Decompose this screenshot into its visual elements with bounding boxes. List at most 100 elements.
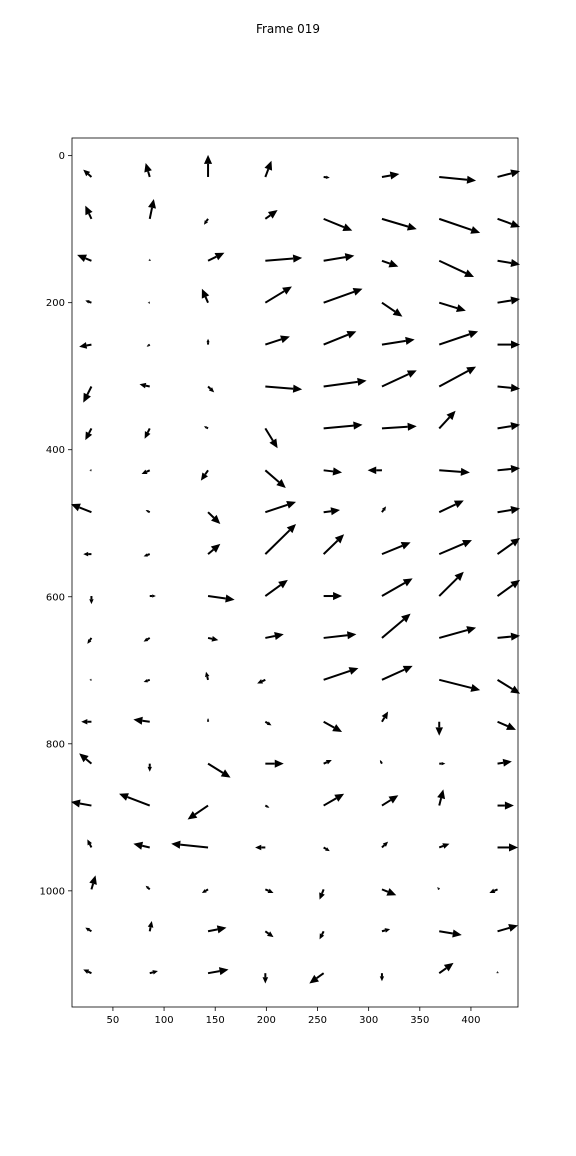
arrow-head <box>385 928 391 932</box>
arrow-shaft <box>265 636 275 638</box>
arrow-shaft <box>90 844 92 847</box>
arrow <box>382 172 399 180</box>
arrow-head <box>275 760 284 768</box>
arrow-shaft <box>439 219 471 230</box>
arrow <box>498 219 521 228</box>
y-tick-label: 0 <box>59 151 65 162</box>
arrow <box>265 760 283 768</box>
arrow-shaft <box>148 888 150 889</box>
arrow <box>382 219 417 231</box>
arrow <box>202 889 208 893</box>
arrow-head <box>353 422 362 430</box>
arrow-head <box>133 842 143 850</box>
arrow <box>439 330 478 344</box>
arrow-shaft <box>324 847 326 848</box>
arrow-head <box>509 843 518 851</box>
arrow <box>382 337 415 345</box>
arrow-shaft <box>324 671 350 680</box>
arrow-shaft <box>498 261 512 263</box>
arrow <box>324 331 357 345</box>
arrow <box>208 764 231 778</box>
arrow <box>208 636 218 642</box>
arrow-shaft <box>324 257 346 261</box>
arrow <box>382 888 396 895</box>
arrow-shaft <box>265 428 273 440</box>
arrow <box>324 378 367 387</box>
arrow <box>439 411 455 429</box>
arrow-shaft <box>498 173 512 177</box>
arrow <box>498 259 521 267</box>
arrow-shaft <box>148 428 150 432</box>
arrow-head <box>219 967 229 975</box>
arrow <box>324 253 355 261</box>
arrow-shaft <box>180 845 208 848</box>
arrow-head <box>353 288 363 296</box>
arrow <box>83 970 91 974</box>
arrow-shaft <box>439 303 457 308</box>
arrow-shaft <box>150 972 153 973</box>
arrow <box>208 594 235 602</box>
arrow-shaft <box>265 889 268 890</box>
arrow-head <box>444 963 454 972</box>
arrow <box>498 538 521 554</box>
arrow-shaft <box>439 846 443 847</box>
arrow-shaft <box>127 797 149 806</box>
arrow-head <box>144 553 148 556</box>
arrow <box>324 534 344 554</box>
arrow-shaft <box>89 428 91 433</box>
arrow-shaft <box>89 214 91 219</box>
arrow-head <box>207 718 209 720</box>
arrow-shaft <box>142 846 150 848</box>
arrow-head <box>293 255 302 263</box>
arrow-shaft <box>265 470 279 482</box>
arrow-head <box>442 762 446 765</box>
arrow-shaft <box>262 680 265 681</box>
arrow-shaft <box>208 971 220 973</box>
arrow-shaft <box>382 219 408 227</box>
arrow-head <box>407 423 416 431</box>
arrow-shaft <box>439 578 457 596</box>
arrow <box>498 384 521 392</box>
arrow-head <box>205 672 209 677</box>
arrow <box>208 512 220 524</box>
arrow-shaft <box>382 546 402 554</box>
arrow <box>380 973 384 981</box>
arrow-shaft <box>498 469 512 470</box>
arrow-shaft <box>498 722 508 726</box>
arrow-shaft <box>207 677 208 680</box>
arrow-head <box>466 626 476 634</box>
arrow <box>324 847 330 851</box>
arrow-head <box>380 976 384 981</box>
arrow <box>206 339 209 345</box>
arrow-head <box>119 793 129 801</box>
arrow-shaft <box>382 374 409 386</box>
arrow <box>439 540 472 554</box>
arrow <box>324 794 344 806</box>
arrow-head <box>505 802 514 810</box>
arrow <box>439 176 476 184</box>
arrow-head <box>225 594 234 602</box>
arrow-head <box>89 470 90 471</box>
arrow-shaft <box>382 341 406 345</box>
arrow <box>382 795 398 805</box>
arrow-shaft <box>324 426 354 429</box>
arrow <box>437 887 439 889</box>
arrow-shaft <box>265 339 281 344</box>
arrow-shaft <box>90 638 92 640</box>
arrow-shaft <box>148 511 150 512</box>
arrow-shaft <box>382 800 391 806</box>
arrow-head <box>511 465 520 473</box>
arrow-shaft <box>324 219 344 227</box>
arrow <box>265 255 302 263</box>
arrow <box>265 580 288 596</box>
arrow-shaft <box>88 972 91 973</box>
arrow-shaft <box>208 596 226 598</box>
arrow <box>146 510 150 512</box>
arrow <box>144 638 150 642</box>
arrow-head <box>407 223 417 231</box>
arrow-head <box>368 466 377 474</box>
arrow-shaft <box>146 470 149 471</box>
arrow <box>83 170 91 177</box>
